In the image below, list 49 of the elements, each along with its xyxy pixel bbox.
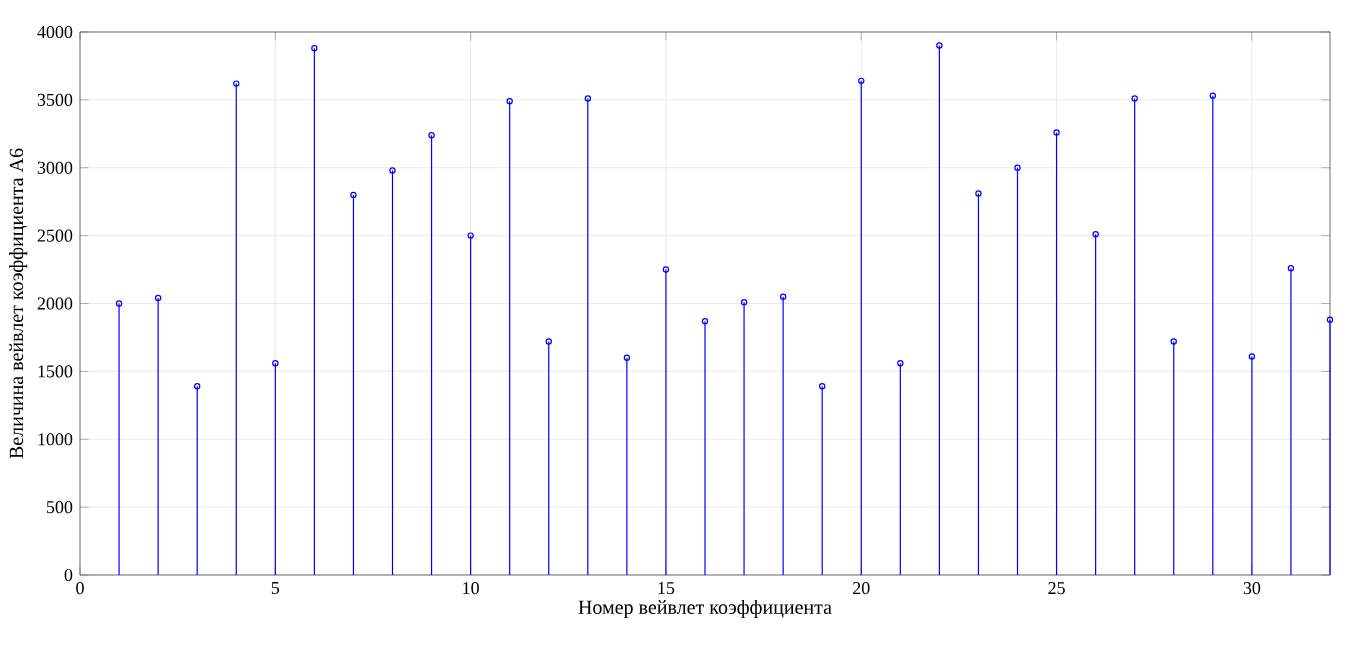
point xyxy=(1287,265,1295,272)
point xyxy=(701,317,709,325)
y-tick-label: 500 xyxy=(46,501,73,514)
point xyxy=(1209,92,1217,99)
y-tick-label: 3000 xyxy=(37,161,73,174)
point xyxy=(936,42,943,49)
point xyxy=(545,338,552,345)
point xyxy=(115,300,123,307)
point xyxy=(1092,231,1099,238)
point xyxy=(506,98,513,105)
y-tick-label: 1500 xyxy=(38,365,73,378)
point xyxy=(662,266,670,273)
y-tick-label: 1000 xyxy=(38,433,73,446)
point xyxy=(584,95,592,102)
y-axis-title: Величина вейвлет коэффициента А6 xyxy=(9,148,28,459)
point xyxy=(428,131,435,139)
point xyxy=(740,298,748,306)
x-tick-label: 15 xyxy=(658,582,675,595)
point xyxy=(897,360,904,367)
point xyxy=(623,354,631,361)
x-tick-label: 20 xyxy=(853,582,870,595)
point xyxy=(1053,129,1060,136)
x-tick-label: 25 xyxy=(1048,582,1065,595)
point xyxy=(233,80,240,87)
point xyxy=(1248,353,1256,360)
x-axis-title: Номер вейвлет коэффициента xyxy=(578,599,832,619)
x-tick-label: 30 xyxy=(1243,582,1261,595)
point xyxy=(779,293,787,300)
point xyxy=(818,383,826,390)
y-tick-label: 2500 xyxy=(37,229,73,242)
point xyxy=(154,294,162,302)
point xyxy=(193,383,201,390)
y-tick-label: 4000 xyxy=(37,25,73,39)
y-tick-label: 2000 xyxy=(37,297,73,310)
point xyxy=(1014,164,1021,171)
point xyxy=(389,167,396,174)
y-tick-label: 3500 xyxy=(37,93,73,106)
point xyxy=(975,190,982,197)
point xyxy=(311,45,318,52)
point xyxy=(1170,338,1177,345)
point xyxy=(272,360,279,367)
point xyxy=(350,191,357,199)
x-tick-label: 5 xyxy=(271,582,280,595)
point xyxy=(467,232,474,239)
y-tick-label: 0 xyxy=(64,568,73,582)
x-tick-label: 10 xyxy=(463,582,479,595)
x-tick-label: 0 xyxy=(76,582,84,595)
point xyxy=(1131,95,1138,102)
point xyxy=(858,77,865,85)
